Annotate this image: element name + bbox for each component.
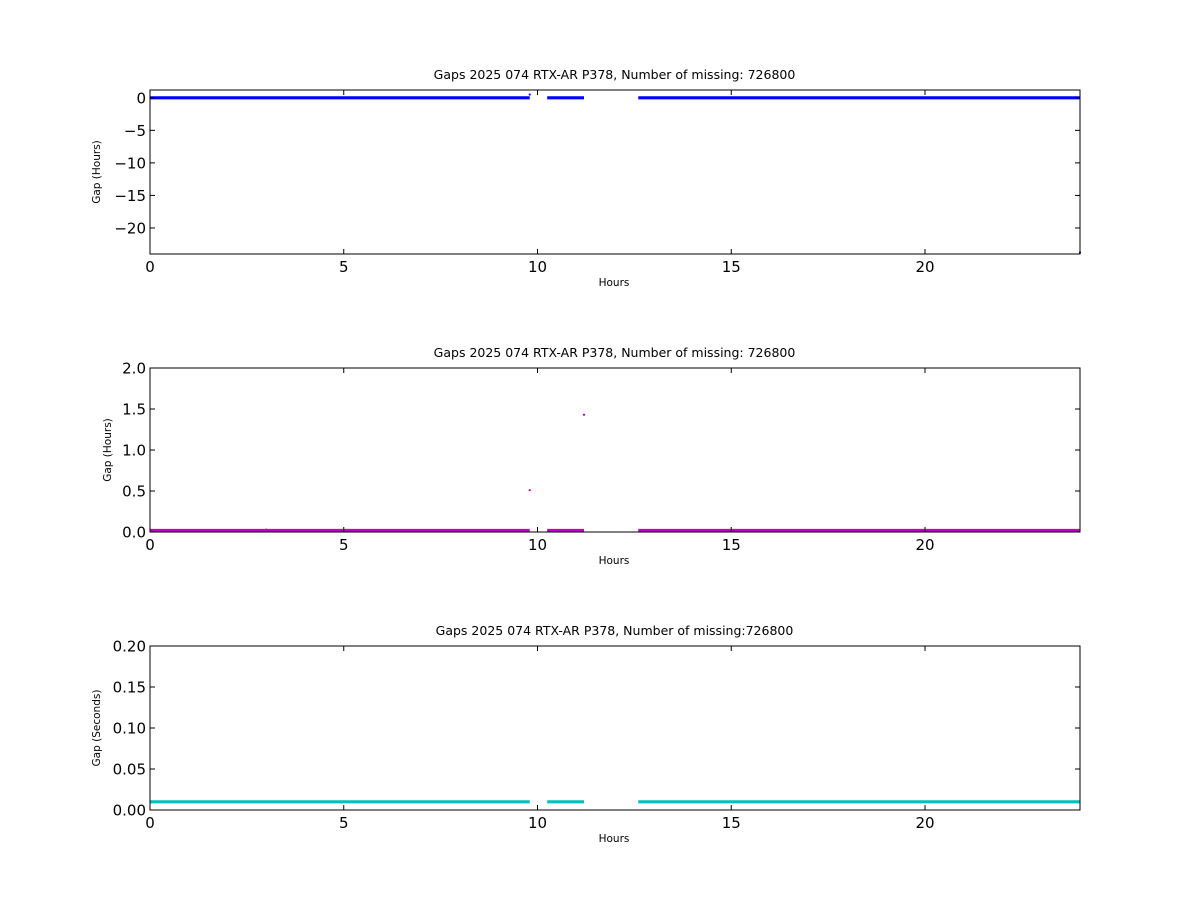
plot-frame [149, 645, 1081, 811]
y-tick-label: −5 [124, 122, 146, 140]
x-axis-label: Hours [599, 833, 630, 845]
y-tick-label: 0.05 [113, 761, 146, 779]
x-tick-label: 0 [145, 258, 155, 276]
x-tick-label: 15 [722, 814, 741, 832]
y-tick-label: 0.0 [122, 524, 146, 542]
data-point-1 [528, 93, 531, 96]
x-tick-label: 20 [915, 258, 934, 276]
x-tick-label: 5 [339, 814, 349, 832]
y-tick-label: −20 [114, 219, 146, 237]
x-tick-label: 5 [339, 536, 349, 554]
y-axis-label: Gap (Hours) [102, 418, 114, 482]
x-tick-label: 10 [528, 814, 547, 832]
x-tick-label: 15 [722, 536, 741, 554]
subplot-3: Gaps 2025 074 RTX-AR P378, Number of mis… [91, 623, 1081, 845]
x-axis-label: Hours [599, 555, 630, 567]
subplot-2: Gaps 2025 074 RTX-AR P378, Number of mis… [102, 345, 1081, 567]
y-tick-label: 1.5 [122, 401, 146, 419]
data-point-3 [582, 413, 586, 416]
plot-frame [149, 367, 1081, 533]
x-tick-label: 15 [722, 258, 741, 276]
x-tick-label: 10 [528, 536, 547, 554]
x-tick-label: 20 [915, 814, 934, 832]
y-tick-label: 0.20 [113, 638, 146, 656]
data-point-1 [265, 528, 268, 531]
chart-title: Gaps 2025 074 RTX-AR P378, Number of mis… [436, 623, 794, 638]
y-tick-label: 0 [136, 89, 146, 107]
y-tick-label: −15 [114, 187, 146, 205]
y-tick-label: 0.00 [113, 802, 146, 820]
x-axis-label: Hours [599, 277, 630, 289]
y-tick-label: 1.0 [122, 442, 146, 460]
x-tick-label: 10 [528, 258, 547, 276]
chart-title: Gaps 2025 074 RTX-AR P378, Number of mis… [434, 67, 796, 82]
subplot-1: Gaps 2025 074 RTX-AR P378, Number of mis… [91, 67, 1082, 289]
x-tick-label: 0 [145, 814, 155, 832]
y-axis-label: Gap (Hours) [91, 140, 103, 204]
y-tick-label: 0.15 [113, 679, 146, 697]
x-tick-label: 20 [915, 536, 934, 554]
data-point-2 [528, 489, 531, 492]
x-tick-label: 5 [339, 258, 349, 276]
y-tick-label: −10 [114, 154, 146, 172]
y-tick-label: 0.10 [113, 720, 146, 738]
plot-frame [149, 89, 1081, 255]
y-tick-label: 2.0 [122, 360, 146, 378]
y-axis-label: Gap (Seconds) [91, 690, 103, 767]
y-tick-label: 0.5 [122, 483, 146, 501]
chart-title: Gaps 2025 074 RTX-AR P378, Number of mis… [434, 345, 796, 360]
x-tick-label: 0 [145, 536, 155, 554]
